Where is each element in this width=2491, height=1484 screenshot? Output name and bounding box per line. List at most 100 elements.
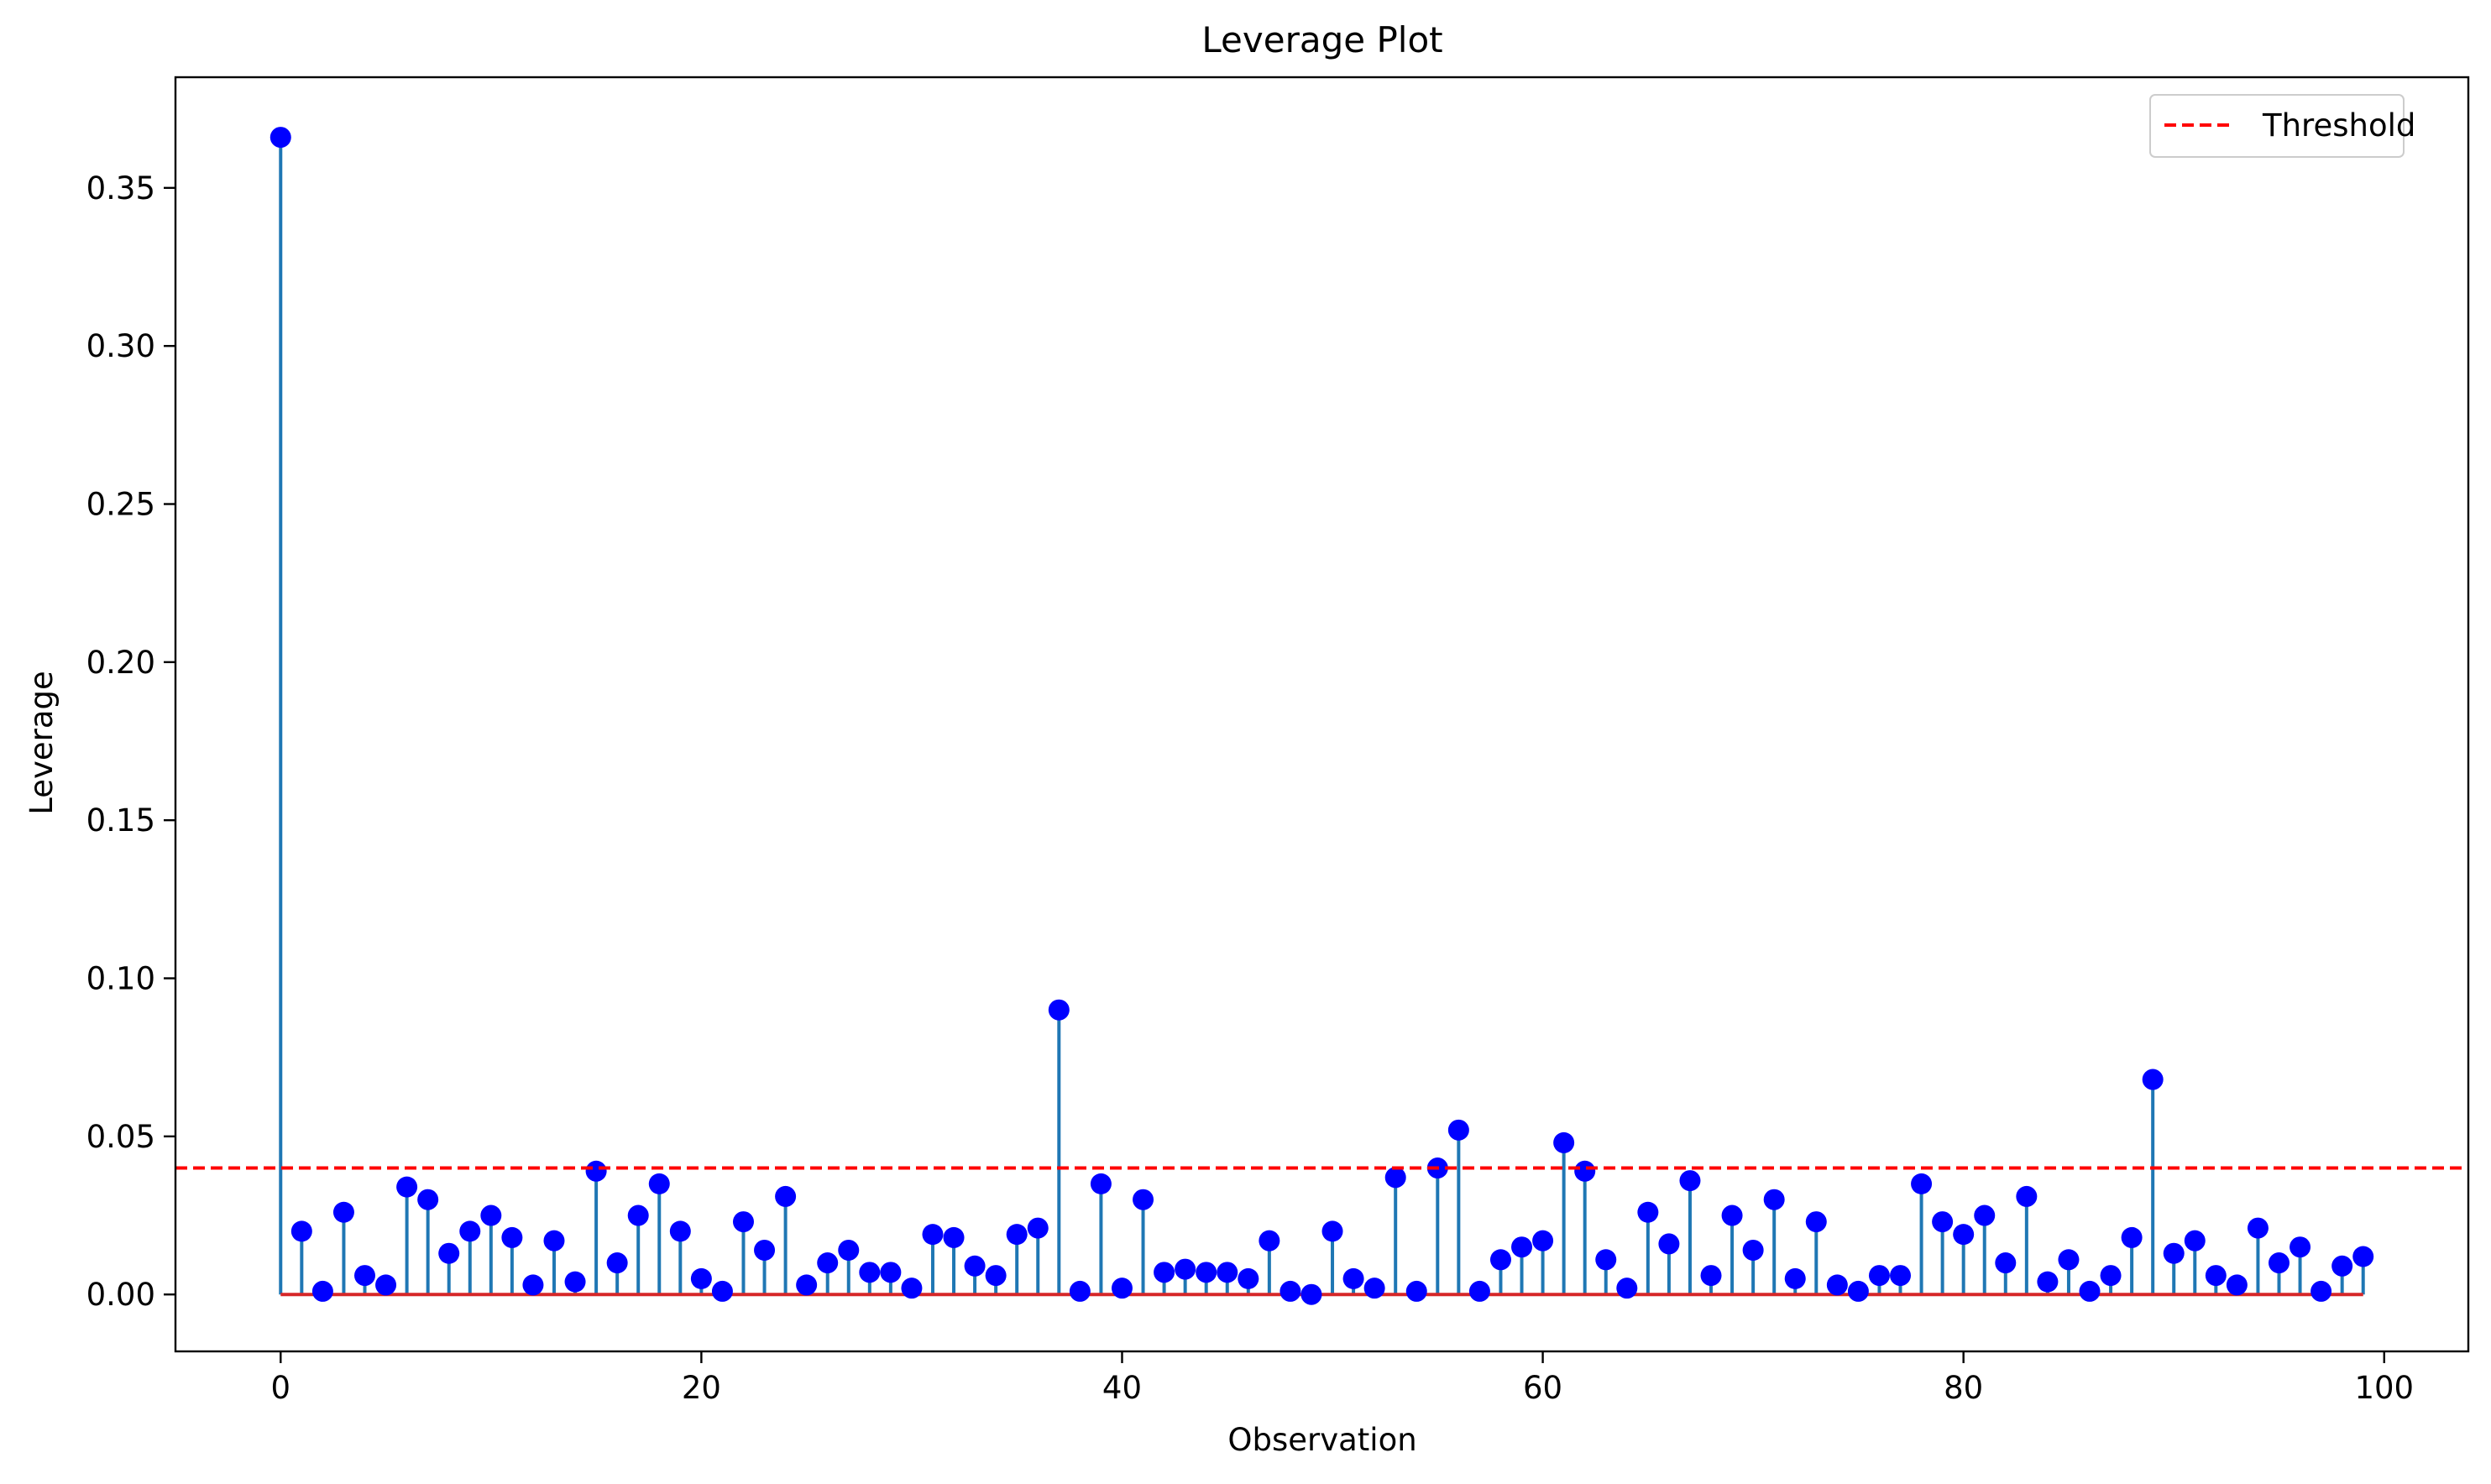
data-point <box>1805 1211 1827 1233</box>
data-point <box>417 1189 439 1210</box>
data-point <box>838 1239 860 1261</box>
data-point <box>1679 1170 1701 1192</box>
y-tick-label: 0.20 <box>86 645 155 681</box>
data-point <box>1616 1278 1638 1299</box>
data-point <box>627 1204 649 1226</box>
data-point <box>480 1204 502 1226</box>
data-point <box>669 1220 691 1242</box>
data-point <box>943 1226 965 1248</box>
chart-title: Leverage Plot <box>1201 19 1442 60</box>
data-point <box>1658 1233 1680 1255</box>
y-tick-label: 0.25 <box>86 487 155 523</box>
y-tick-label: 0.05 <box>86 1119 155 1155</box>
data-point <box>2226 1274 2248 1296</box>
legend-threshold-label: Threshold <box>2262 107 2415 144</box>
data-point <box>1847 1280 1869 1302</box>
data-point <box>1595 1249 1617 1271</box>
data-point <box>1995 1252 2017 1274</box>
data-point <box>1890 1265 1912 1287</box>
data-point <box>290 1220 312 1242</box>
data-point <box>1217 1262 1238 1283</box>
data-point <box>522 1274 544 1296</box>
data-point <box>648 1173 670 1194</box>
data-point <box>1447 1119 1469 1141</box>
data-point <box>1111 1278 1133 1299</box>
data-point <box>438 1242 460 1264</box>
data-point <box>1321 1220 1343 1242</box>
data-point <box>1974 1204 1996 1226</box>
data-point <box>2269 1252 2290 1274</box>
data-point <box>1637 1201 1659 1223</box>
data-point <box>1280 1280 1301 1302</box>
data-point <box>1532 1230 1554 1251</box>
data-point <box>1300 1283 1322 1305</box>
data-point <box>1238 1267 1259 1289</box>
y-tick-label: 0.15 <box>86 802 155 839</box>
x-tick-label: 20 <box>682 1370 721 1406</box>
data-point <box>1384 1167 1406 1189</box>
legend: Threshold <box>2149 94 2415 158</box>
data-point <box>2121 1226 2143 1248</box>
data-point <box>564 1271 586 1293</box>
data-point <box>332 1201 354 1223</box>
data-point <box>1953 1224 1975 1246</box>
data-point <box>2290 1236 2311 1258</box>
y-tick-label: 0.30 <box>86 328 155 364</box>
data-point <box>2037 1271 2059 1293</box>
data-point <box>796 1274 818 1296</box>
x-axis: 0 20 40 60 80 100 <box>271 1351 2414 1406</box>
data-point <box>2142 1069 2164 1090</box>
data-point <box>2310 1280 2332 1302</box>
data-point <box>2016 1185 2038 1207</box>
data-point <box>396 1176 418 1198</box>
data-point <box>2079 1280 2101 1302</box>
legend-box <box>2149 94 2405 158</box>
data-point <box>1721 1204 1743 1226</box>
data-point <box>1175 1258 1196 1280</box>
data-point <box>1342 1267 1364 1289</box>
data-point <box>1006 1224 1028 1246</box>
data-point <box>711 1280 733 1302</box>
y-axis-label: Leverage <box>24 671 60 815</box>
data-point <box>2184 1230 2206 1251</box>
data-point <box>964 1255 986 1277</box>
data-point <box>922 1224 944 1246</box>
data-point <box>1090 1173 1112 1194</box>
data-point <box>459 1220 481 1242</box>
data-point <box>1784 1267 1806 1289</box>
data-point <box>1363 1278 1385 1299</box>
data-point <box>2163 1242 2185 1264</box>
data-point <box>1742 1239 1764 1261</box>
data-point <box>1911 1173 1933 1194</box>
data-point <box>311 1280 333 1302</box>
data-point <box>2352 1246 2374 1267</box>
data-point <box>2100 1265 2122 1287</box>
x-tick-label: 40 <box>1102 1370 1142 1406</box>
data-point <box>817 1252 839 1274</box>
y-tick-label: 0.00 <box>86 1277 155 1313</box>
data-point <box>1868 1265 1890 1287</box>
data-point <box>1133 1189 1154 1210</box>
data-point <box>901 1278 923 1299</box>
data-point <box>1826 1274 1848 1296</box>
data-point <box>585 1160 607 1182</box>
x-tick-label: 0 <box>271 1370 291 1406</box>
data-point <box>270 127 291 149</box>
x-tick-label: 100 <box>2354 1370 2414 1406</box>
data-point <box>1069 1280 1091 1302</box>
data-point <box>1468 1280 1490 1302</box>
data-point <box>1553 1131 1575 1153</box>
data-point <box>501 1226 523 1248</box>
data-point <box>754 1239 776 1261</box>
data-point <box>985 1265 1007 1287</box>
data-point <box>1763 1189 1785 1210</box>
x-tick-label: 60 <box>1523 1370 1562 1406</box>
data-point <box>1048 999 1070 1021</box>
data-point <box>1511 1236 1533 1258</box>
plot-frame <box>174 76 2470 1353</box>
data-point <box>2205 1265 2227 1287</box>
data-point <box>1154 1262 1175 1283</box>
data-point <box>775 1185 797 1207</box>
